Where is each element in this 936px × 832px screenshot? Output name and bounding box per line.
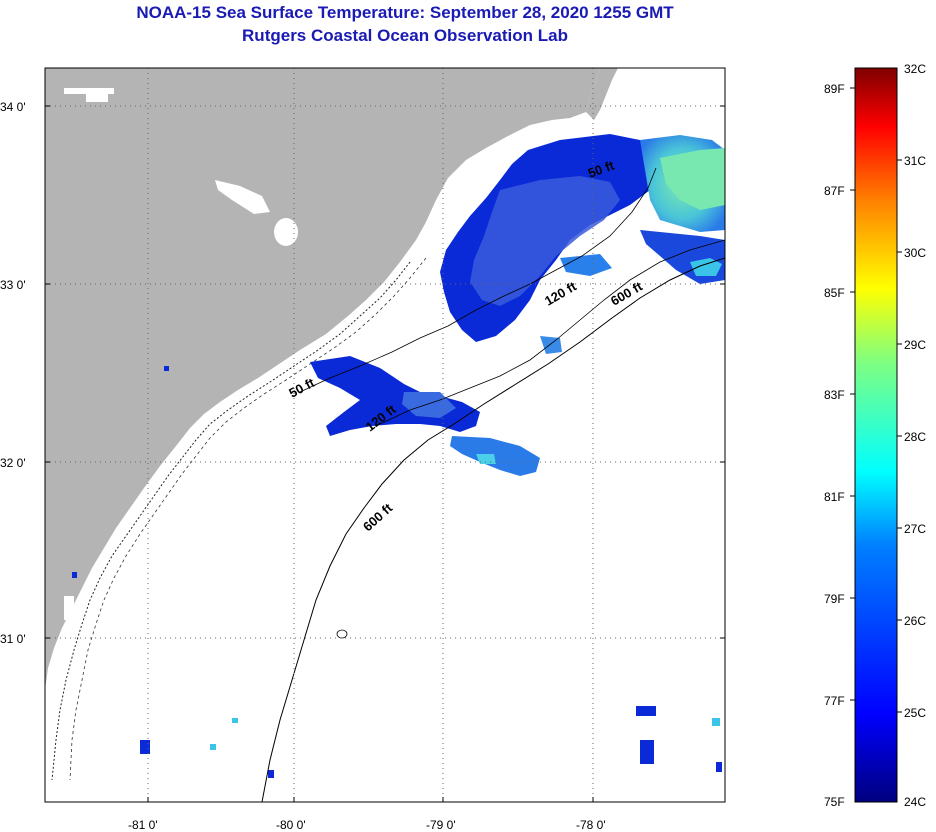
map-frame [44, 67, 726, 803]
colorbar-c-label: 29C [904, 338, 926, 352]
colorbar-c-label: 32C [904, 62, 926, 76]
colorbar-f-label: 85F [824, 286, 845, 300]
colorbar-f-label: 87F [824, 184, 845, 198]
colorbar: 89F 87F 85F 83F 81F 79F 77F 75F 32C 31C … [824, 62, 926, 809]
colorbar-gradient [854, 67, 898, 803]
lon-label: -81 0' [128, 818, 158, 832]
lon-label: -79 0' [426, 818, 456, 832]
land-mass-ne [586, 68, 618, 120]
map-title: NOAA-15 Sea Surface Temperature: Septemb… [136, 3, 674, 22]
lat-label: 33 0' [0, 278, 26, 292]
map-area: 50 ft 50 ft 120 ft 120 ft 600 ft 600 ft [45, 68, 725, 802]
colorbar-c-label: 25C [904, 706, 926, 720]
colorbar-f-label: 81F [824, 490, 845, 504]
lat-label: 32 0' [0, 456, 26, 470]
colorbar-f-label: 77F [824, 694, 845, 708]
map-subtitle: Rutgers Coastal Ocean Observation Lab [242, 26, 568, 45]
colorbar-c-label: 27C [904, 522, 926, 536]
colorbar-f-label: 79F [824, 592, 845, 606]
colorbar-c-label: 26C [904, 614, 926, 628]
colorbar-c-label: 31C [904, 154, 926, 168]
colorbar-c-label: 28C [904, 430, 926, 444]
lon-label: -80 0' [276, 818, 306, 832]
lat-label: 31 0' [0, 632, 26, 646]
colorbar-f-label: 75F [824, 795, 845, 809]
colorbar-c-label: 30C [904, 246, 926, 260]
land-mass [45, 68, 600, 690]
lon-label: -78 0' [576, 818, 606, 832]
lat-label: 34 0' [0, 100, 26, 114]
colorbar-f-label: 89F [824, 82, 845, 96]
colorbar-f-label: 83F [824, 388, 845, 402]
sst-data-layer [310, 134, 725, 476]
colorbar-c-label: 24C [904, 795, 926, 809]
